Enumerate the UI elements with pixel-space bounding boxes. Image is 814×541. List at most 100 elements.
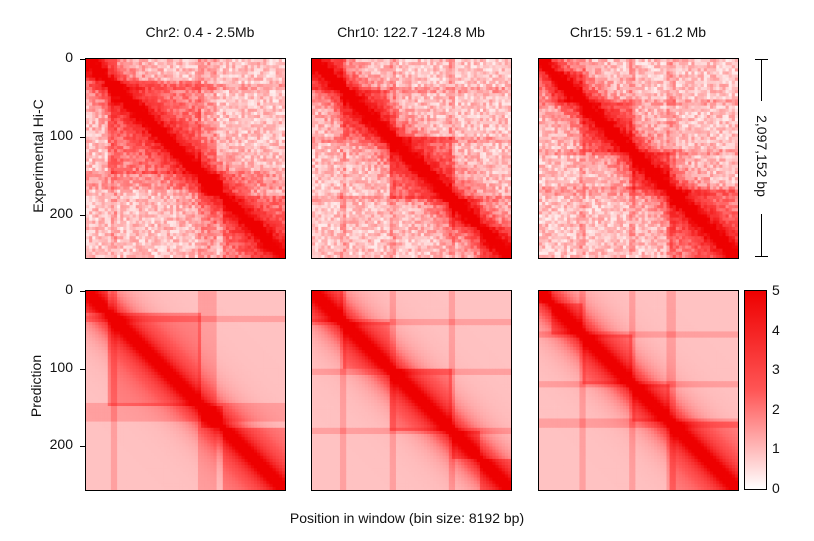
heatmap-cell [257,96,261,100]
heatmap-cell [194,86,199,91]
heatmap-cell [120,127,124,131]
heatmap-cell [182,217,186,222]
heatmap-cell [104,192,109,197]
heatmap-cell [123,96,127,100]
heatmap-cell [336,62,341,66]
heatmap-cell [315,93,319,97]
heatmap-cell [486,96,490,100]
heatmap-cell [160,124,165,128]
heatmap-cell [238,133,242,138]
heatmap-cell [232,167,236,172]
heatmap-cell [110,80,115,85]
heatmap-cell [266,152,270,156]
heatmap-cell [222,174,227,178]
heatmap-cell [191,211,196,215]
heatmap-cell [204,230,208,234]
heatmap-cell [260,220,264,225]
heatmap-cell [278,217,283,222]
heatmap-cell [194,251,199,256]
heatmap-cell [182,230,186,234]
heatmap-cell [405,93,409,97]
heatmap-cell [229,62,233,66]
heatmap-cell [336,71,341,75]
heatmap-cell [104,62,109,66]
heatmap-cell [154,74,158,79]
heatmap-cell [95,62,99,66]
heatmap-cell [235,74,239,79]
heatmap-cell [427,77,431,82]
heatmap-cell [219,83,224,88]
heatmap-cell [92,170,96,175]
heatmap-cell [216,211,221,215]
heatmap-cell [166,245,171,250]
heatmap-cell [145,239,149,243]
heatmap-cell [260,121,264,125]
heatmap-cell [504,65,509,69]
heatmap-cell [318,80,322,85]
heatmap-cell [92,77,96,82]
heatmap-cell [405,68,409,72]
heatmap-cell [154,68,158,72]
heatmap-cell [185,223,190,228]
heatmap-cell [151,226,155,231]
heatmap-cell [129,130,134,135]
heatmap-cell [464,77,468,82]
heatmap-cell [194,80,199,85]
heatmap-cell [330,71,335,75]
heatmap-cell [266,195,270,200]
heatmap-cell [281,152,285,156]
heatmap-cell [176,230,180,234]
heatmap-cell [216,93,221,97]
heatmap-cell [241,127,245,131]
heatmap-cell [250,65,255,69]
heatmap-cell [179,59,183,63]
heatmap-cell [92,180,96,184]
heatmap-cell [433,65,437,69]
heatmap-cell [219,205,224,209]
heatmap-cell [275,192,280,197]
heatmap-cell [358,80,363,85]
heatmap-cell [247,245,252,250]
heatmap-cell [207,167,211,172]
heatmap-cell [188,251,193,256]
heatmap-cell [95,139,99,144]
heatmap-cell [210,236,214,240]
heatmap-cell [129,77,134,82]
heatmap-cell [278,174,283,178]
heatmap-cell [241,68,245,72]
heatmap-cell [107,142,112,147]
heatmap-cell [197,142,202,147]
heatmap-cell [207,223,211,228]
heatmap-cell [135,161,140,166]
heatmap-cell [278,158,283,163]
heatmap-cell [281,149,285,153]
heatmap-cell [349,71,353,75]
heatmap-cell [238,83,242,88]
heatmap-cell [219,164,224,169]
heatmap-cell [157,102,162,107]
heatmap-cell [151,161,155,166]
heatmap-cell [241,242,245,246]
heatmap-cell [145,142,149,147]
heatmap-cell [154,198,158,203]
heatmap-cell [113,59,118,63]
heatmap-cell [107,239,112,243]
heatmap-cell [113,242,118,246]
heatmap-cell [266,121,270,125]
heatmap-cell [182,192,186,197]
heatmap-cell [110,208,115,212]
heatmap-cell [201,102,205,107]
heatmap-cell [247,214,252,218]
heatmap-cell [361,93,366,97]
heatmap-cell [185,111,190,116]
heatmap-cell [185,114,190,119]
heatmap-cell [210,186,214,190]
heatmap-cell [269,177,273,181]
heatmap-cell [191,118,196,122]
heatmap-cell [235,214,239,218]
heatmap-cell [241,136,245,141]
heatmap-cell [250,245,255,250]
heatmap-cell [250,220,255,225]
heatmap-cell [473,74,478,79]
heatmap-cell [405,83,409,88]
